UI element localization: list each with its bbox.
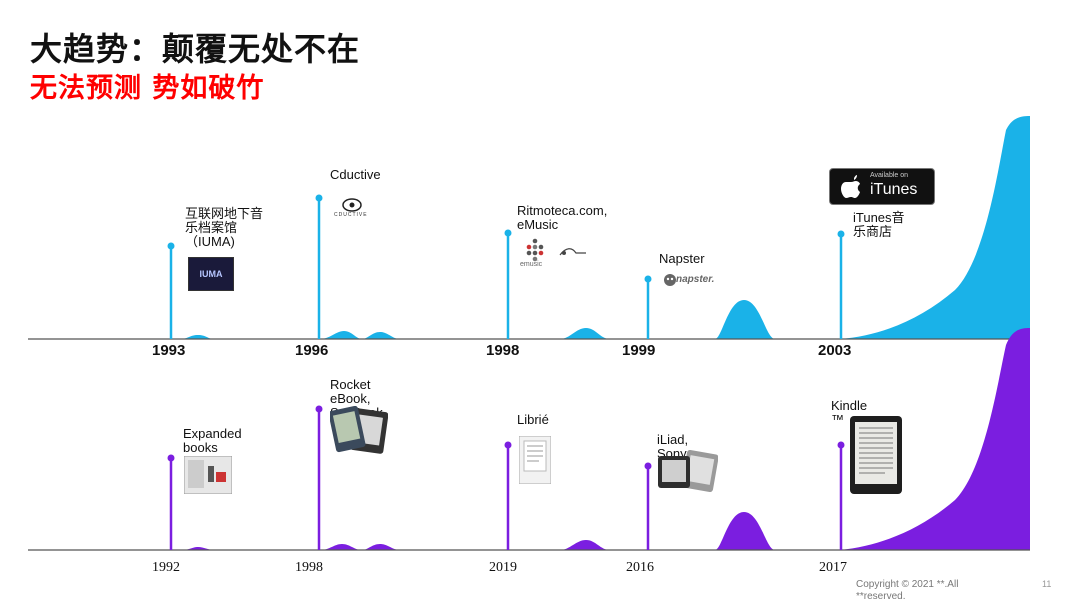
librie-image [518,435,552,485]
ebook-year-3: 2019 [489,560,517,575]
music-event-napster: Napster [659,251,705,266]
ebook-year-2: 1998 [295,560,323,575]
kindle-image [850,416,902,494]
expanded-books-image [183,455,233,495]
ebook-year-1: 1992 [152,560,180,575]
ebook-timeline [28,328,1030,551]
music-timeline [28,116,1030,340]
cductive-logo: CDUCTIVE [334,196,384,220]
music-year-5: 2003 [818,342,852,359]
itunes-logo: Available on iTunes [829,168,935,205]
music-area [28,116,1030,339]
music-year-2: 1996 [295,342,329,359]
ebook-area [130,328,1030,550]
iliad-sony-image [656,449,719,493]
ebook-event-kindle: Kindle ™ [831,398,868,427]
emusic-logo: emusic [518,236,552,270]
iuma-logo: IUMA [188,257,234,291]
music-year-1: 1993 [152,342,186,359]
music-event-emusic: Ritmoteca.com, eMusic [517,203,608,232]
music-event-itunes: iTunes音乐商店 [853,210,905,239]
ebook-year-5: 2017 [819,560,847,575]
music-event-cductive: Cductive [330,167,381,182]
ebook-year-4: 2016 [626,560,654,575]
music-year-4: 1999 [622,342,656,359]
page-title: 大趋势：颠覆无处不在 [30,30,361,68]
copyright-notice: Copyright © 2021 **.All **reserved. [856,579,959,602]
ritmoteca-logo [558,244,588,258]
rocket-softbook-image [328,405,389,454]
ebook-event-expanded: Expanded books [183,426,242,455]
napster-logo: napster. [662,272,726,288]
music-event-iuma: 互联网地下音乐档案馆（IUMA) [185,206,264,249]
page-number: 11 [1042,579,1052,589]
page-subtitle: 无法预测 势如破竹 [30,73,265,104]
ebook-event-librie: Librié [517,412,549,427]
music-year-3: 1998 [486,342,520,359]
